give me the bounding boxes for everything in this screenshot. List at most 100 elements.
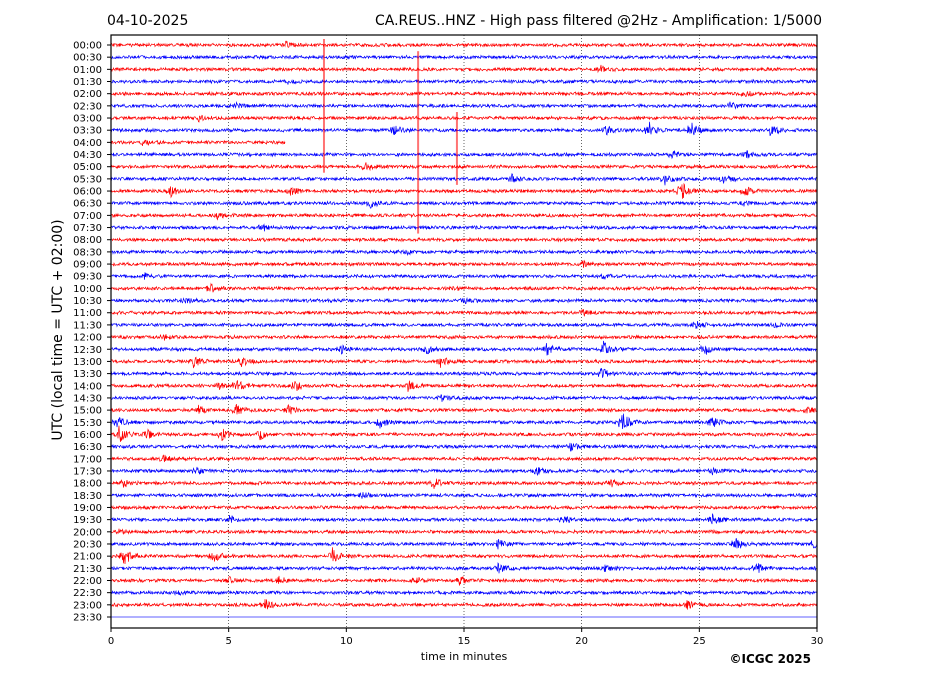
y-axis-label: UTC (local time = UTC + 02:00) xyxy=(50,219,66,440)
y-tick-label: 10:00 xyxy=(73,284,102,295)
trace-04:30 xyxy=(110,150,818,160)
y-tick-label: 06:00 xyxy=(73,187,102,198)
y-tick-label: 03:30 xyxy=(73,126,102,137)
trace-23:00 xyxy=(110,599,818,610)
spike-line xyxy=(455,112,458,185)
x-tick-label: 25 xyxy=(693,636,706,647)
trace-01:30 xyxy=(110,78,818,85)
trace-14:00 xyxy=(110,380,818,392)
trace-05:30 xyxy=(111,173,818,186)
y-tick-label: 10:30 xyxy=(73,296,102,307)
y-tick-label: 01:00 xyxy=(73,65,102,76)
date-label: 04-10-2025 xyxy=(107,13,188,29)
y-tick-label: 11:30 xyxy=(73,320,102,331)
y-tick-label: 23:00 xyxy=(73,600,102,611)
y-tick-label: 22:30 xyxy=(73,588,102,599)
y-tick-label: 07:30 xyxy=(73,223,102,234)
y-tick-label: 17:00 xyxy=(73,454,102,465)
y-tick-label: 22:00 xyxy=(73,576,102,587)
y-tick-label: 00:30 xyxy=(73,53,102,64)
trace-18:30 xyxy=(110,492,818,499)
y-tick-label: 03:00 xyxy=(73,114,102,125)
trace-16:00 xyxy=(110,425,817,442)
y-tick-label: 02:30 xyxy=(73,101,102,112)
trace-03:00 xyxy=(110,114,818,123)
trace-11:00 xyxy=(110,309,818,317)
spike-line xyxy=(322,39,325,173)
trace-19:00 xyxy=(110,504,818,511)
y-tick-label: 16:30 xyxy=(73,442,102,453)
trace-12:30 xyxy=(110,340,818,356)
y-tick-label: 13:30 xyxy=(73,369,102,380)
y-tick-label: 04:30 xyxy=(73,150,102,161)
x-tick-label: 5 xyxy=(225,636,231,647)
y-tick-label: 19:30 xyxy=(73,515,102,526)
trace-01:00 xyxy=(110,64,818,74)
y-tick-label: 14:00 xyxy=(73,381,102,392)
trace-17:30 xyxy=(110,466,818,477)
trace-06:30 xyxy=(110,200,818,209)
y-tick-label: 14:30 xyxy=(73,393,102,404)
y-tick-label: 15:30 xyxy=(73,418,102,429)
y-tick-label: 05:30 xyxy=(73,174,102,185)
trace-14:30 xyxy=(110,394,818,402)
y-tick-label: 05:00 xyxy=(73,162,102,173)
trace-20:00 xyxy=(110,528,818,535)
y-tick-label: 08:30 xyxy=(73,247,102,258)
y-tick-label: 01:30 xyxy=(73,77,102,88)
trace-12:00 xyxy=(110,334,818,341)
y-tick-label: 23:30 xyxy=(73,613,102,624)
y-tick-label: 16:00 xyxy=(73,430,102,441)
trace-21:00 xyxy=(110,547,818,565)
trace-08:00 xyxy=(110,236,818,243)
trace-10:00 xyxy=(110,282,818,293)
y-tick-label: 21:00 xyxy=(73,552,102,563)
y-tick-label: 09:00 xyxy=(73,260,102,271)
trace-13:30 xyxy=(110,367,818,378)
y-tick-label: 02:00 xyxy=(73,89,102,100)
trace-00:00 xyxy=(110,40,818,48)
chart-title: CA.REUS..HNZ - High pass filtered @2Hz -… xyxy=(375,13,822,29)
trace-03:30 xyxy=(110,121,818,137)
trace-11:30 xyxy=(110,320,818,329)
trace-13:00 xyxy=(110,356,817,369)
trace-08:30 xyxy=(110,248,818,257)
trace-20:30 xyxy=(110,538,818,550)
trace-15:30 xyxy=(110,413,818,430)
trace-02:00 xyxy=(110,90,818,98)
x-tick-label: 15 xyxy=(458,636,471,647)
y-tick-label: 19:00 xyxy=(73,503,102,514)
trace-09:00 xyxy=(110,259,818,268)
y-tick-label: 18:00 xyxy=(73,479,102,490)
trace-05:00 xyxy=(110,162,818,172)
y-tick-label: 12:30 xyxy=(73,345,102,356)
y-tick-label: 00:00 xyxy=(73,41,102,52)
y-tick-label: 07:00 xyxy=(73,211,102,222)
y-tick-label: 04:00 xyxy=(73,138,102,149)
y-tick-label: 09:30 xyxy=(73,272,102,283)
trace-07:00 xyxy=(110,212,818,221)
trace-16:30 xyxy=(110,442,818,452)
x-tick-label: 20 xyxy=(575,636,588,647)
spike-line xyxy=(417,51,420,234)
trace-18:00 xyxy=(110,478,818,489)
x-tick-label: 0 xyxy=(108,636,114,647)
y-tick-label: 20:00 xyxy=(73,527,102,538)
y-tick-label: 11:00 xyxy=(73,308,102,319)
trace-17:00 xyxy=(110,454,818,463)
trace-07:30 xyxy=(110,223,818,232)
trace-02:30 xyxy=(110,101,818,110)
trace-15:00 xyxy=(110,404,818,415)
trace-22:00 xyxy=(110,575,818,586)
y-tick-label: 15:00 xyxy=(73,406,102,417)
y-tick-label: 06:30 xyxy=(73,199,102,210)
x-axis-label: time in minutes xyxy=(421,650,508,663)
trace-09:30 xyxy=(110,272,818,281)
x-tick-label: 10 xyxy=(340,636,353,647)
x-tick-label: 30 xyxy=(811,636,824,647)
trace-00:30 xyxy=(110,54,818,61)
copyright-label: ©ICGC 2025 xyxy=(729,652,811,666)
trace-06:00 xyxy=(110,182,818,199)
y-tick-label: 21:30 xyxy=(73,564,102,575)
